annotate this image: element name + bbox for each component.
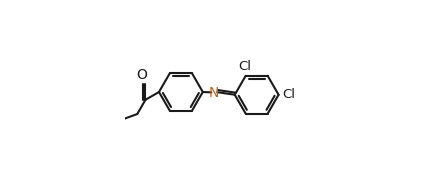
Text: O: O [137, 68, 148, 82]
Text: Cl: Cl [238, 60, 251, 73]
Text: N: N [209, 86, 219, 100]
Text: Cl: Cl [282, 88, 295, 101]
